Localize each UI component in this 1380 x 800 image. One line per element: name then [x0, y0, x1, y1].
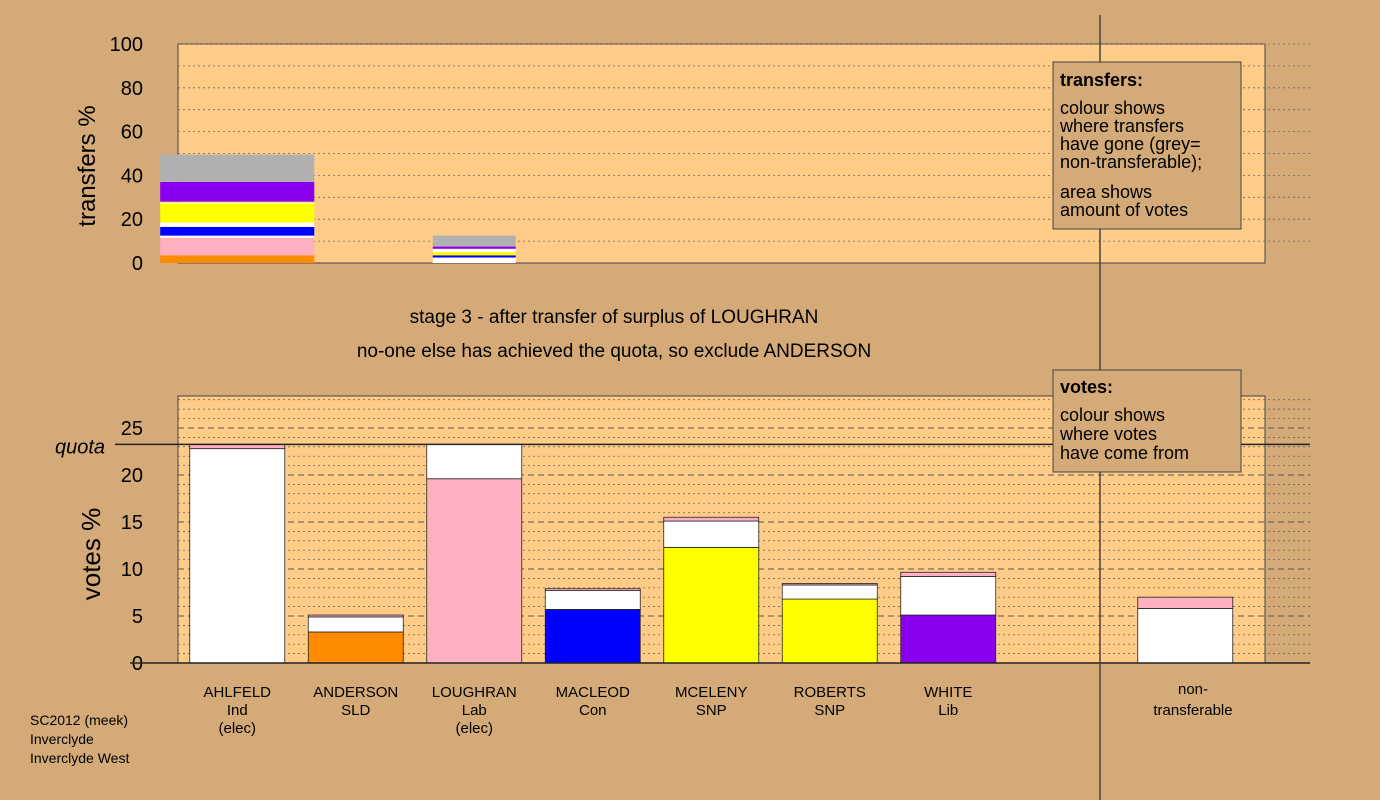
transfer-segment — [160, 222, 315, 227]
transfer-segment — [160, 255, 315, 263]
votes-legend-box — [1052, 369, 1242, 473]
y-tick-label: 100 — [110, 34, 143, 56]
candidate-label: AHLFELD — [203, 684, 271, 701]
y-tick-label: 0 — [132, 653, 143, 675]
vote-segment — [663, 520, 760, 548]
transfer-segment — [160, 201, 315, 203]
stage-subtitle: no-one else has achieved the quota, so e… — [357, 341, 871, 362]
vote-segment — [663, 516, 760, 522]
candidate-label: MACLEOD — [556, 684, 630, 701]
y-tick-label: 60 — [121, 122, 143, 144]
candidate-label: (elec) — [218, 720, 256, 737]
stage-title: stage 3 - after transfer of surplus of L… — [410, 307, 819, 328]
vote-segment — [426, 478, 523, 664]
transfer-segment — [432, 257, 516, 263]
transfers-legend-line: where transfers — [1059, 116, 1184, 136]
footer-source: SC2012 (meek) — [30, 712, 128, 728]
quota-label: quota — [55, 436, 105, 458]
candidate-label: (elec) — [455, 720, 493, 737]
vote-segment — [189, 448, 286, 664]
votes-legend-title: votes: — [1060, 377, 1113, 397]
candidate-label: Con — [579, 702, 607, 719]
vote-segment — [307, 616, 404, 633]
transfer-segment — [432, 248, 516, 253]
y-tick-label: 80 — [121, 78, 143, 100]
candidate-label: Lab — [462, 702, 487, 719]
transfers-legend-line: have gone (grey= — [1060, 134, 1201, 154]
candidate-label: SNP — [696, 702, 727, 719]
vote-segment — [426, 444, 523, 480]
y-tick-label: 20 — [121, 209, 143, 231]
votes-legend-line: have come from — [1060, 443, 1189, 463]
transfers-gridlines — [178, 43, 1310, 242]
candidate-label: MCELENY — [675, 684, 748, 701]
y-tick-label: 20 — [121, 465, 143, 487]
vote-segment — [307, 614, 404, 618]
vote-segment — [663, 546, 760, 664]
transfer-segment — [432, 255, 516, 258]
transfers-legend-line: area shows — [1060, 182, 1152, 202]
vote-segment — [1137, 608, 1234, 664]
transfers-bars — [160, 154, 516, 263]
votes-bars — [189, 444, 1234, 664]
transfer-segment — [432, 252, 516, 256]
nontransferable-label-line2: transferable — [1153, 702, 1232, 719]
transfer-segment — [160, 203, 315, 223]
vote-segment — [307, 631, 404, 664]
vote-segment — [900, 576, 997, 616]
transfer-segment — [160, 226, 315, 236]
y-tick-label: 25 — [121, 418, 143, 440]
footer-council: Inverclyde — [30, 731, 94, 747]
transfer-segment — [432, 235, 516, 247]
vote-segment — [544, 609, 641, 664]
vote-segment — [781, 598, 878, 664]
vote-segment — [781, 584, 878, 600]
transfer-segment — [160, 237, 315, 256]
candidate-label: ROBERTS — [794, 684, 866, 701]
candidate-label: SNP — [814, 702, 845, 719]
vote-segment — [900, 571, 997, 577]
candidate-label: LOUGHRAN — [432, 684, 517, 701]
votes-legend-line: where votes — [1059, 424, 1157, 444]
transfer-segment — [160, 202, 315, 204]
y-tick-label: 15 — [121, 512, 143, 534]
transfers-y-ticks: 0 20 40 60 80 100 — [110, 34, 143, 275]
transfers-legend: transfers: colour shows where transfers … — [1052, 61, 1242, 230]
nontransferable-label-line1: non- — [1178, 681, 1208, 698]
candidate-label: Lib — [938, 702, 958, 719]
transfer-segment — [160, 181, 315, 202]
votes-legend: votes: colour shows where votes have com… — [1052, 369, 1242, 473]
vote-segment — [1137, 596, 1234, 609]
vote-segment — [900, 614, 997, 664]
transfers-y-axis-label: transfers % — [74, 105, 101, 226]
votes-y-axis-label: votes % — [76, 508, 106, 601]
transfers-legend-box — [1052, 61, 1242, 230]
candidate-label: WHITE — [924, 684, 972, 701]
candidate-label: SLD — [341, 702, 370, 719]
y-tick-label: 10 — [121, 559, 143, 581]
transfers-legend-line: colour shows — [1060, 98, 1165, 118]
y-tick-label: 5 — [132, 606, 143, 628]
transfer-segment — [160, 154, 315, 182]
vote-segment — [544, 588, 641, 592]
footer-ward: Inverclyde West — [30, 750, 129, 766]
transfer-segment — [432, 246, 516, 249]
y-tick-label: 0 — [132, 253, 143, 275]
candidate-label: Ind — [227, 702, 248, 719]
candidate-label: ANDERSON — [313, 684, 398, 701]
vote-segment — [781, 583, 878, 586]
transfer-segment — [160, 235, 315, 238]
votes-y-ticks: 0 5 10 15 20 25 — [121, 418, 143, 675]
candidate-labels: AHLFELDInd(elec)ANDERSONSLDLOUGHRANLab(e… — [203, 684, 972, 737]
votes-legend-line: colour shows — [1060, 405, 1165, 425]
transfers-legend-line: amount of votes — [1060, 200, 1188, 220]
y-tick-label: 40 — [121, 165, 143, 187]
transfers-legend-title: transfers: — [1060, 70, 1143, 90]
transfers-legend-line: non-transferable); — [1060, 152, 1202, 172]
vote-segment — [544, 590, 641, 610]
